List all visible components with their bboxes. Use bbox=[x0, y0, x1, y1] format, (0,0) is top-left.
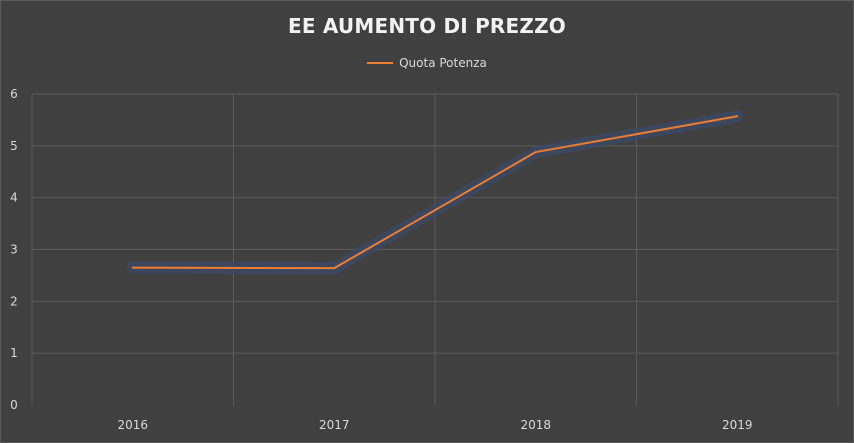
y-tick-label: 2 bbox=[10, 294, 18, 308]
x-tick-label: 2018 bbox=[520, 418, 551, 432]
y-tick-label: 6 bbox=[10, 87, 18, 101]
legend: Quota Potenza bbox=[0, 56, 854, 70]
legend-swatch bbox=[367, 62, 394, 64]
y-tick-label: 5 bbox=[10, 139, 18, 153]
x-tick-label: 2017 bbox=[319, 418, 350, 432]
y-tick-label: 1 bbox=[10, 346, 18, 360]
y-tick-label: 4 bbox=[10, 191, 18, 205]
x-tick-label: 2016 bbox=[117, 418, 148, 432]
y-tick-label: 0 bbox=[10, 398, 18, 412]
legend-label: Quota Potenza bbox=[399, 56, 487, 70]
chart-title: EE AUMENTO DI PREZZO bbox=[287, 14, 567, 38]
y-tick-label: 3 bbox=[10, 243, 18, 257]
x-tick-label: 2019 bbox=[722, 418, 753, 432]
series-line bbox=[131, 115, 739, 270]
